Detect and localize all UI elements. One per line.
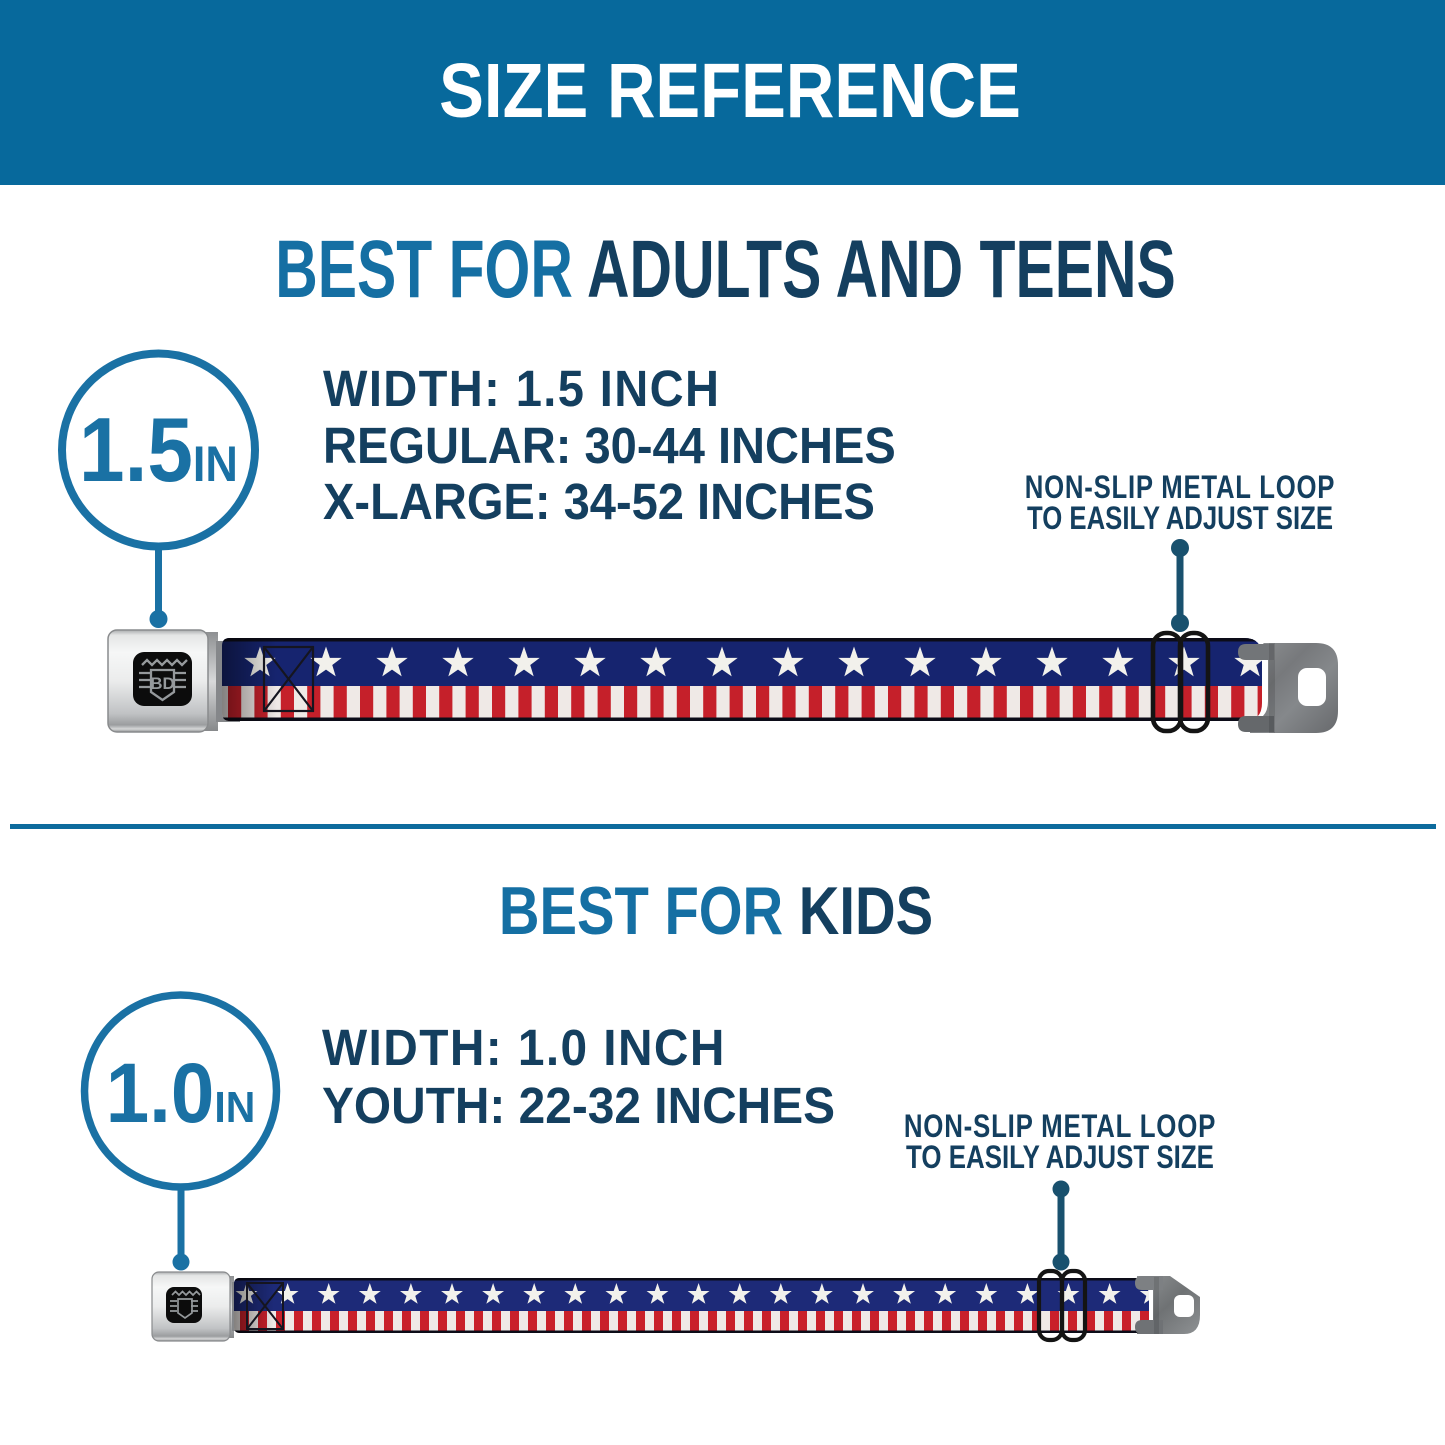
svg-text:BD: BD bbox=[150, 674, 175, 693]
